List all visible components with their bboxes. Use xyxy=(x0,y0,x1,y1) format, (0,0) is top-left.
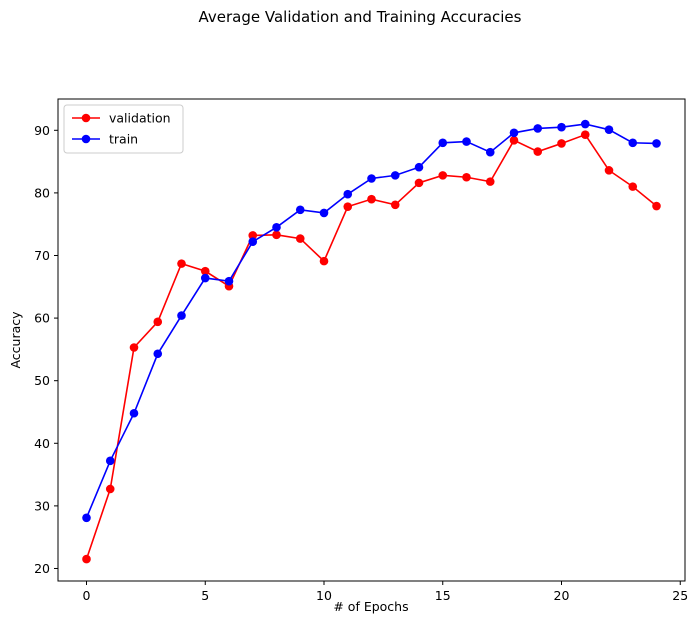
axes: 0 5 10 15 20 25 20 30 40 50 60 70 80 90 xyxy=(34,98,688,603)
data-point-train xyxy=(652,139,661,148)
data-point-train xyxy=(200,273,210,283)
x-tick-label: 20 xyxy=(554,588,570,603)
data-point-validation xyxy=(604,166,614,175)
data-point-train xyxy=(367,174,376,183)
data-point-train xyxy=(129,408,139,418)
data-point-train xyxy=(509,128,519,138)
x-tick-label: 5 xyxy=(201,588,209,603)
data-marks xyxy=(82,119,661,564)
x-tick-label: 10 xyxy=(316,588,332,603)
data-point-validation xyxy=(200,266,210,276)
y-axis-label: Accuracy xyxy=(8,311,23,369)
plot-frame xyxy=(57,98,686,582)
data-point-validation xyxy=(652,201,661,211)
data-point-validation xyxy=(485,177,495,186)
data-point-validation xyxy=(557,139,566,148)
data-point-train xyxy=(248,237,258,247)
data-point-validation xyxy=(295,234,305,243)
y-tick-label: 60 xyxy=(34,311,50,326)
data-point-train xyxy=(462,137,471,146)
x-axis-label: # of Epochs xyxy=(333,599,408,614)
data-point-train xyxy=(295,205,305,215)
data-point-validation xyxy=(580,130,590,139)
x-tick-label: 0 xyxy=(83,588,91,603)
data-point-validation xyxy=(319,256,329,266)
data-point-validation xyxy=(272,230,281,240)
data-point-validation xyxy=(509,136,519,145)
y-tick-label: 40 xyxy=(34,436,50,451)
data-point-validation xyxy=(343,202,353,211)
data-point-train xyxy=(485,147,495,157)
data-point-train xyxy=(177,311,186,320)
chart-title: Average Validation and Training Accuraci… xyxy=(199,8,522,26)
data-point-train xyxy=(105,456,115,466)
legend-label-train: train xyxy=(109,132,138,147)
data-point-validation xyxy=(390,200,400,210)
data-point-validation xyxy=(129,343,139,352)
data-point-validation xyxy=(462,172,471,182)
data-point-train xyxy=(580,119,590,129)
legend-marker-validation xyxy=(81,113,91,123)
data-point-validation xyxy=(367,194,376,204)
data-point-train xyxy=(438,138,448,148)
legend-label-validation: validation xyxy=(109,111,171,126)
legend-box xyxy=(63,104,184,154)
y-tick-label: 80 xyxy=(34,185,50,200)
y-tick-label: 90 xyxy=(34,123,50,138)
legend-marker-train xyxy=(81,134,91,144)
data-point-validation xyxy=(105,484,115,494)
y-tick-label: 20 xyxy=(34,561,50,576)
data-point-train xyxy=(272,223,281,232)
data-point-train xyxy=(533,124,543,133)
data-point-train xyxy=(390,171,400,180)
y-tick-label: 70 xyxy=(34,248,50,263)
data-point-train xyxy=(82,513,91,523)
data-point-validation xyxy=(414,178,424,188)
data-point-validation xyxy=(177,259,186,268)
data-point-train xyxy=(224,276,234,286)
data-point-validation xyxy=(82,554,91,564)
data-point-validation xyxy=(248,231,258,240)
data-point-train xyxy=(414,162,424,172)
x-tick-label: 15 xyxy=(435,588,451,603)
x-tick-label: 25 xyxy=(672,588,688,603)
data-point-validation xyxy=(628,182,638,191)
data-point-train xyxy=(153,349,163,359)
data-point-train xyxy=(343,189,353,199)
y-tick-label: 30 xyxy=(34,498,50,513)
legend: validation train xyxy=(63,104,184,154)
data-point-train xyxy=(557,122,566,132)
data-point-train xyxy=(604,125,614,134)
plot-area xyxy=(58,99,685,581)
data-point-train xyxy=(628,138,638,148)
data-point-validation xyxy=(153,317,163,327)
data-point-train xyxy=(319,208,329,218)
y-tick-label: 50 xyxy=(34,373,50,388)
data-point-validation xyxy=(533,147,543,156)
data-point-validation xyxy=(438,171,448,180)
